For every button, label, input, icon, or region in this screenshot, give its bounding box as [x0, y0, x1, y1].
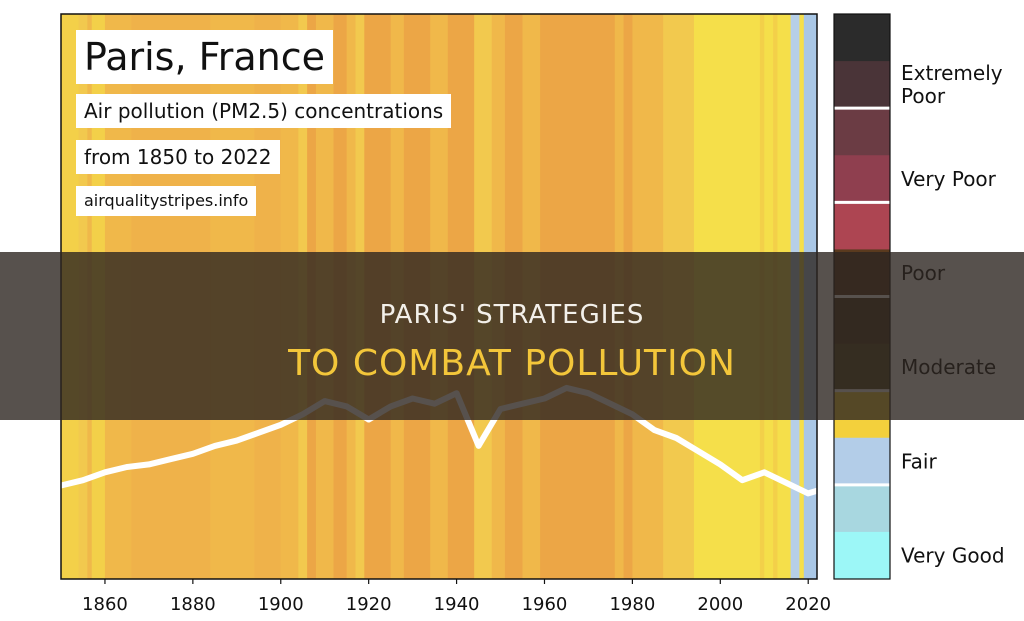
legend-band: [834, 531, 890, 580]
x-tick-label: 2000: [697, 594, 743, 615]
legend-band: [834, 202, 890, 250]
headline-banner: [0, 252, 1024, 420]
legend-label: Very Poor: [901, 167, 997, 191]
x-tick-label: 2020: [785, 594, 831, 615]
x-tick-label: 1980: [609, 594, 655, 615]
chart-subtitle-line-2: from 1850 to 2022: [76, 140, 280, 174]
chart-subtitle-line-1: Air pollution (PM2.5) concentrations: [76, 94, 452, 128]
legend-label: Very Good: [901, 543, 1005, 567]
legend-band: [834, 108, 890, 156]
legend-band: [834, 61, 890, 109]
x-axis: 1860 1880 1900 1920 1940 1960 1980 2000 2020: [82, 579, 831, 615]
legend-band: [834, 437, 890, 486]
legend-band: [834, 14, 890, 62]
x-tick-label: 1880: [170, 594, 216, 615]
x-tick-label: 1940: [434, 594, 480, 615]
headline-line-1: PARIS' STRATEGIES: [379, 300, 645, 330]
x-tick-label: 1960: [522, 594, 568, 615]
legend-band: [834, 155, 890, 203]
legend-label: Extremely Poor: [901, 61, 1003, 108]
headline-line-2: TO COMBAT POLLUTION: [288, 343, 736, 384]
legend-band: [834, 484, 890, 533]
x-tick-label: 1920: [346, 594, 392, 615]
legend-label: Fair: [901, 449, 937, 473]
x-tick-label: 1900: [258, 594, 304, 615]
chart-source: airqualitystripes.info: [76, 186, 257, 216]
chart-title: Paris, France: [76, 30, 333, 84]
x-tick-label: 1860: [82, 594, 128, 615]
